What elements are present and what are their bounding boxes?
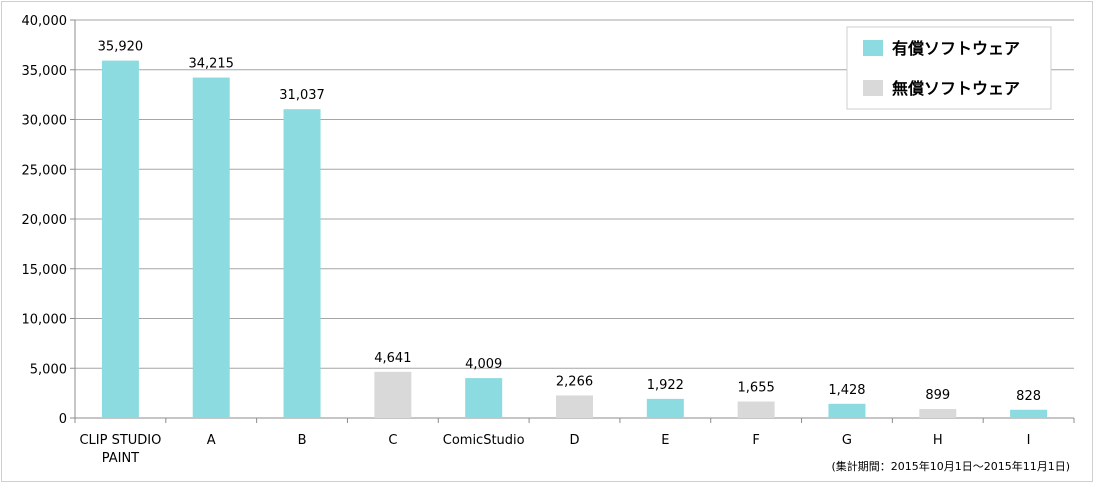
- bar: [1010, 409, 1048, 418]
- data-label: 828: [1016, 389, 1041, 404]
- x-axis: CLIP STUDIO PAINT A B C ComicStudio D E F G H I: [74, 418, 1075, 466]
- legend-label-free: 無償ソフトウェア: [892, 79, 1020, 98]
- data-label: 35,920: [98, 40, 144, 55]
- bars: 35,920 34,215 31,037 4,641 4,009 2,266 1,922 1,…: [98, 40, 1048, 418]
- y-tick-label: 5,000: [30, 362, 67, 377]
- y-axis: 0 5,000 10,000 15,000 20,000 25,000 30,000 35,0…: [22, 14, 76, 427]
- x-tick-label: F: [752, 433, 759, 448]
- x-tick-label: D: [569, 433, 579, 448]
- x-tick-label: H: [933, 433, 943, 448]
- bar: [646, 398, 684, 418]
- x-tick-label: G: [842, 433, 852, 448]
- gridlines: [75, 19, 1074, 419]
- bar: [192, 77, 230, 418]
- bar: [556, 395, 593, 418]
- y-tick-label: 20,000: [22, 213, 68, 228]
- footnote: (集計期間：2015年10月1日〜2015年11月1日): [831, 459, 1070, 473]
- y-tick-label: 40,000: [22, 14, 68, 29]
- data-label: 1,655: [738, 381, 775, 396]
- data-label: 899: [925, 388, 950, 403]
- data-label: 1,428: [828, 383, 865, 398]
- bar: [828, 403, 866, 418]
- bar: [374, 371, 412, 418]
- x-tick-label: C: [388, 433, 397, 448]
- bar: [101, 60, 139, 418]
- y-tick-label: 25,000: [22, 163, 68, 178]
- legend-swatch-free: [863, 80, 883, 96]
- data-label: 4,641: [374, 351, 411, 366]
- bar: [919, 409, 957, 418]
- bar: [737, 401, 775, 418]
- data-label: 1,922: [647, 378, 684, 393]
- y-tick-label: 0: [59, 412, 67, 427]
- legend-label-paid: 有償ソフトウェア: [892, 39, 1020, 58]
- legend-swatch-paid: [863, 40, 883, 56]
- x-tick-label: B: [298, 433, 307, 448]
- x-tick-label: CLIP STUDIO PAINT: [79, 433, 161, 466]
- bar: [465, 378, 503, 418]
- x-tick-label: ComicStudio: [443, 433, 525, 448]
- y-tick-label: 35,000: [22, 64, 68, 79]
- data-label: 34,215: [188, 57, 234, 72]
- y-tick-label: 30,000: [22, 114, 68, 129]
- data-label: 31,037: [279, 88, 325, 103]
- data-label: 4,009: [465, 357, 502, 372]
- data-label: 2,266: [556, 374, 593, 389]
- legend: 有償ソフトウェア 無償ソフトウェア: [846, 26, 1052, 110]
- y-tick-label: 10,000: [22, 313, 68, 328]
- y-tick-label: 15,000: [22, 263, 68, 278]
- x-tick-label: A: [207, 433, 216, 448]
- bar: [283, 109, 321, 418]
- x-tick-label: E: [661, 433, 669, 448]
- x-tick-label: I: [1027, 433, 1031, 448]
